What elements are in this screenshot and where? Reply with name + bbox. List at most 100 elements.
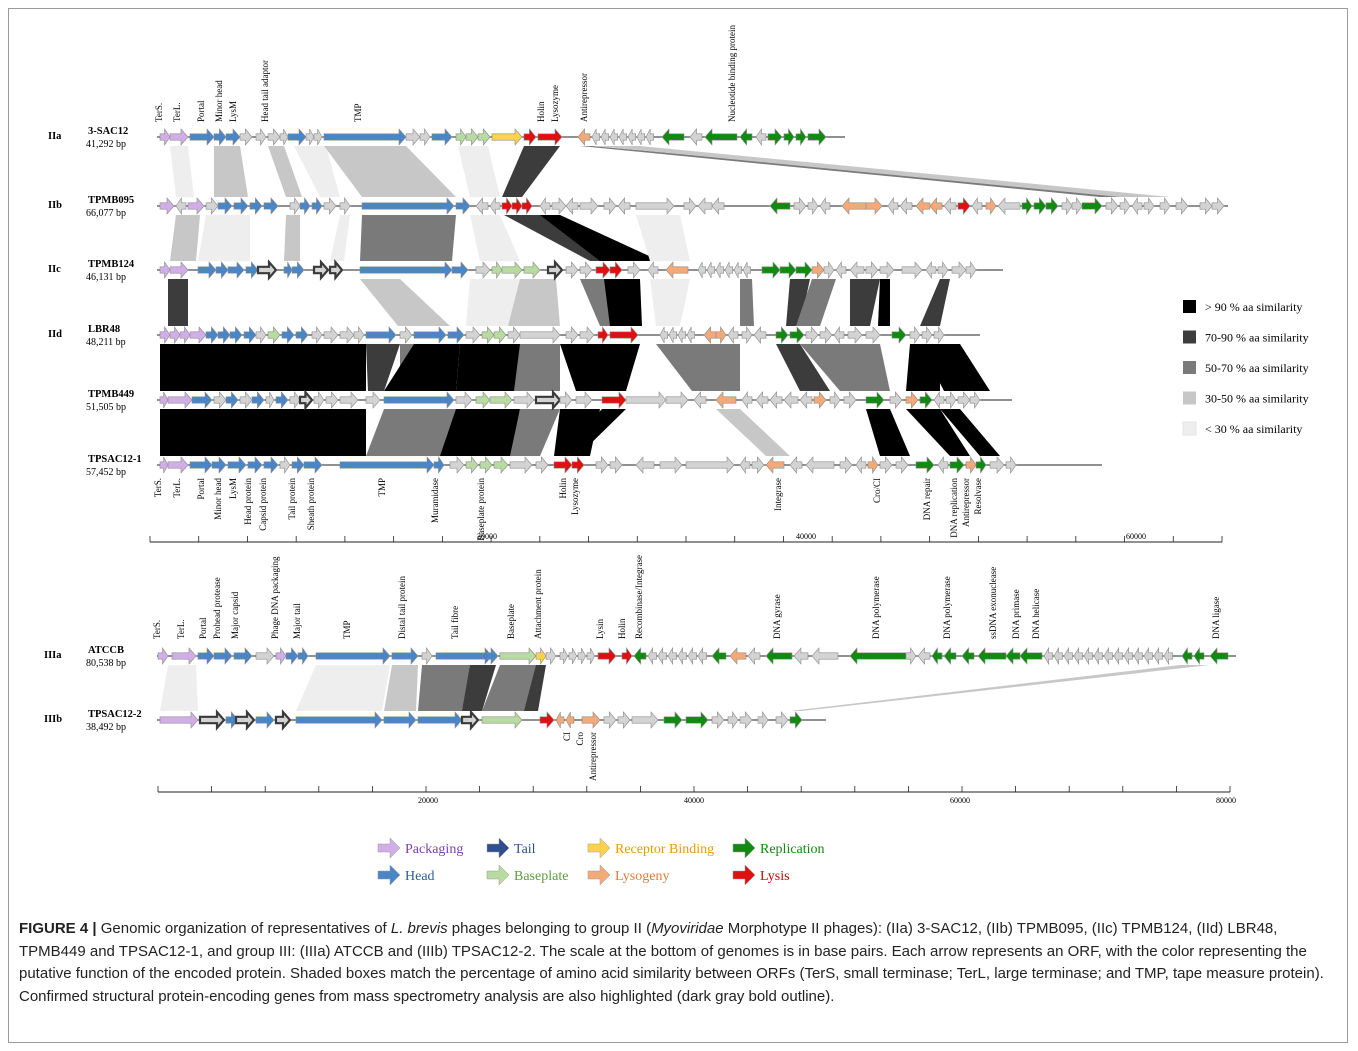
gene-label: DNA polymerase: [942, 576, 952, 639]
orf-arrow: [1211, 197, 1225, 215]
orf-arrow: [365, 391, 381, 409]
gene-label: Portal: [196, 100, 206, 122]
similarity-band: [160, 409, 366, 456]
similarity-band: [656, 344, 740, 391]
similarity-band: [168, 279, 188, 326]
orf-arrow: [539, 197, 551, 215]
gene-label: TerL.: [176, 619, 186, 639]
gene-label: Holin: [558, 478, 568, 499]
orf-arrow: [603, 197, 617, 215]
gene-label: DNA polymerase: [871, 576, 881, 639]
orf-arrow: [661, 128, 685, 146]
orf-arrow: [1123, 646, 1133, 666]
orf-arrow: [769, 391, 783, 409]
genome-name: ATCCB: [88, 645, 124, 656]
orf-arrow: [263, 197, 279, 215]
orf-arrow: [169, 128, 189, 146]
genome-map-figure: IIa 3-SAC12 41,292 bp IIb TPMB095 66,077 bp II…: [44, 25, 1309, 886]
orf-arrow: [1071, 197, 1083, 215]
orf-arrow: [447, 326, 465, 344]
orf-arrow: [742, 261, 751, 279]
orf-arrow: [493, 456, 509, 474]
similarity-band: [462, 665, 496, 711]
orf-arrow: [198, 709, 226, 731]
orf-arrow: [489, 197, 501, 215]
orf-arrow: [169, 326, 181, 344]
orf-arrow: [501, 261, 523, 279]
orf-arrow: [1045, 197, 1059, 215]
orf-arrow: [205, 197, 219, 215]
gene-label: DNA replication: [949, 478, 959, 538]
gene-label: Major tail: [292, 603, 302, 639]
group-id-label: IId: [48, 329, 62, 340]
orf-arrow: [687, 646, 697, 666]
similarity-band: [324, 146, 456, 197]
orf-arrow: [323, 326, 339, 344]
function-legend-label: Packaging: [405, 842, 463, 857]
orf-arrow: [287, 128, 307, 146]
orf-arrow: [1081, 197, 1103, 215]
gene-labels: IIa 3-SAC12 41,292 bp IIb TPMB095 66,077 bp II…: [44, 25, 1221, 781]
orf-arrow: [899, 197, 913, 215]
orf-arrow: [1119, 197, 1131, 215]
orf-arrow: [279, 128, 289, 146]
orf-arrow: [807, 197, 819, 215]
orf-arrow: [311, 326, 323, 344]
genome-name: TPSAC12-1: [88, 454, 142, 465]
orf-arrow: [739, 456, 751, 474]
group-id-label: IIa: [48, 131, 62, 142]
orf-arrow: [507, 326, 521, 344]
orf-arrow: [213, 647, 233, 665]
gene-label: TerL.: [172, 102, 182, 122]
similarity-band: [360, 215, 456, 261]
orf-arrow: [169, 261, 189, 279]
similarity-swatch: [1183, 330, 1196, 344]
orf-arrow: [239, 128, 253, 146]
orf-arrow: [325, 391, 339, 409]
similarity-band: [458, 146, 500, 197]
orf-arrow: [267, 128, 281, 146]
similarity-band: [558, 409, 626, 456]
similarity-band: [456, 344, 520, 391]
function-legend-label: Replication: [760, 842, 825, 857]
figure-caption: FIGURE 4 | Genomic organization of repre…: [19, 918, 1339, 1008]
genome-name: TPSAC12-2: [88, 709, 142, 720]
orf-arrow: [811, 647, 839, 665]
orf-arrow: [275, 647, 287, 665]
gene-label: Baseplate protein: [476, 478, 486, 541]
orf-arrow: [905, 391, 919, 409]
function-legend-label: Head: [405, 869, 435, 884]
orf-arrow: [189, 128, 215, 146]
orf-arrow: [1061, 197, 1073, 215]
orf-arrow: [493, 326, 507, 344]
orf-arrow: [191, 391, 213, 409]
orf-arrow: [919, 391, 933, 409]
orf-arrow: [1163, 646, 1173, 666]
orf-arrow: [475, 261, 491, 279]
similarity-band: [650, 279, 690, 326]
orf-arrow: [819, 326, 833, 344]
orf-arrow: [665, 261, 689, 279]
orf-arrow: [1199, 197, 1213, 215]
orf-arrow: [1143, 197, 1155, 215]
orf-arrow: [769, 197, 791, 215]
orf-arrow: [715, 261, 724, 279]
orf-arrow: [323, 197, 337, 215]
orf-arrow: [213, 128, 227, 146]
function-legend-label: Tail: [514, 842, 536, 857]
orf-arrow: [537, 128, 563, 146]
similarity-band: [440, 409, 520, 456]
orf-arrow: [481, 711, 523, 729]
orf-arrow: [255, 128, 267, 146]
orf-arrow: [159, 128, 171, 146]
gene-label: TerS.: [153, 478, 163, 497]
orf-arrow: [1019, 647, 1043, 665]
orf-arrow: [631, 711, 659, 729]
genome-size: 66,077 bp: [86, 208, 126, 219]
orf-arrow: [829, 391, 841, 409]
orf-arrow: [627, 128, 636, 146]
orf-arrow: [263, 456, 279, 474]
gene-label: CI: [562, 732, 572, 741]
gene-label: Head protein: [243, 478, 253, 525]
orf-arrow: [523, 128, 537, 146]
